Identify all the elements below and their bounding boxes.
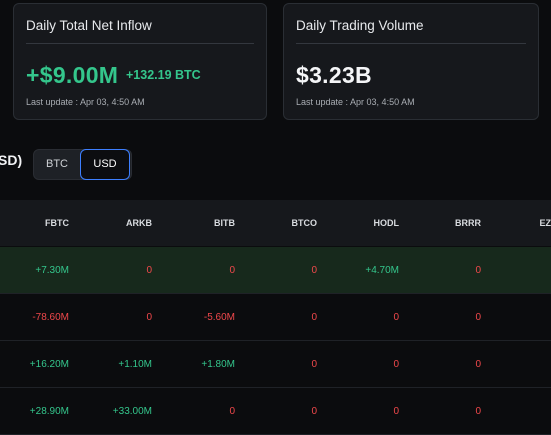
net-inflow-btc: +132.19 BTC	[126, 68, 201, 82]
net-inflow-card: Daily Total Net Inflow +$9.00M +132.19 B…	[13, 3, 267, 120]
table-cell: 0	[229, 406, 235, 417]
table-cell: +4.70M	[365, 265, 399, 276]
trading-volume-card: Daily Trading Volume $3.23B Last update …	[283, 3, 539, 120]
table-cell: 0	[311, 265, 317, 276]
table-cell: +1.80M	[201, 359, 235, 370]
net-inflow-value: +$9.00M	[26, 62, 119, 88]
table-cell: 0	[311, 359, 317, 370]
table-row[interactable]: +28.90M +33.00M 0 0 0 0	[0, 388, 551, 435]
card-divider	[26, 43, 254, 44]
table-cell: +28.90M	[29, 406, 69, 417]
card-title: Daily Trading Volume	[296, 18, 424, 33]
table-header: FBTC ARKB BITB BTCO HODL BRRR EZ	[0, 200, 551, 246]
table-cell: 0	[311, 406, 317, 417]
column-header-arkb[interactable]: ARKB	[126, 218, 152, 228]
table-cell: +1.10M	[118, 359, 152, 370]
usd-toggle-button[interactable]: USD	[80, 149, 130, 180]
table-cell: 0	[475, 312, 481, 323]
last-update: Last update : Apr 03, 4:50 AM	[26, 97, 145, 107]
column-header-hodl[interactable]: HODL	[373, 218, 400, 228]
table-cell: 0	[475, 265, 481, 276]
table-cell: 0	[146, 312, 152, 323]
column-header-fbtc[interactable]: FBTC	[45, 218, 69, 228]
column-header-btco[interactable]: BTCO	[291, 218, 318, 228]
section-title: SD)	[0, 152, 23, 168]
table-cell: 0	[146, 265, 152, 276]
table-cell: -5.60M	[203, 312, 235, 323]
table-cell: 0	[311, 312, 317, 323]
last-update: Last update : Apr 03, 4:50 AM	[296, 97, 415, 107]
table-row[interactable]: -78.60M 0 -5.60M 0 0 0	[0, 294, 551, 341]
table-cell: 0	[475, 406, 481, 417]
column-header-brrr[interactable]: BRRR	[455, 218, 481, 228]
table-cell: 0	[393, 406, 399, 417]
table-cell: +7.30M	[35, 265, 69, 276]
table-cell: +16.20M	[29, 359, 69, 370]
table-cell: 0	[393, 359, 399, 370]
column-header-bitb[interactable]: BITB	[214, 218, 235, 228]
table-cell: -78.60M	[32, 312, 69, 323]
table-cell: 0	[229, 265, 235, 276]
card-title: Daily Total Net Inflow	[26, 18, 152, 33]
table-row[interactable]: +16.20M +1.10M +1.80M 0 0 0	[0, 341, 551, 388]
trading-volume-value: $3.23B	[296, 62, 372, 88]
table-row[interactable]: +7.30M 0 0 0 +4.70M 0	[0, 247, 551, 294]
table-cell: 0	[393, 312, 399, 323]
currency-toggle: BTC USD	[33, 149, 132, 180]
card-divider	[296, 43, 526, 44]
column-header-ez[interactable]: EZ	[539, 218, 551, 228]
table-cell: +33.00M	[112, 406, 152, 417]
btc-toggle-button[interactable]: BTC	[46, 158, 68, 170]
table-cell: 0	[475, 359, 481, 370]
